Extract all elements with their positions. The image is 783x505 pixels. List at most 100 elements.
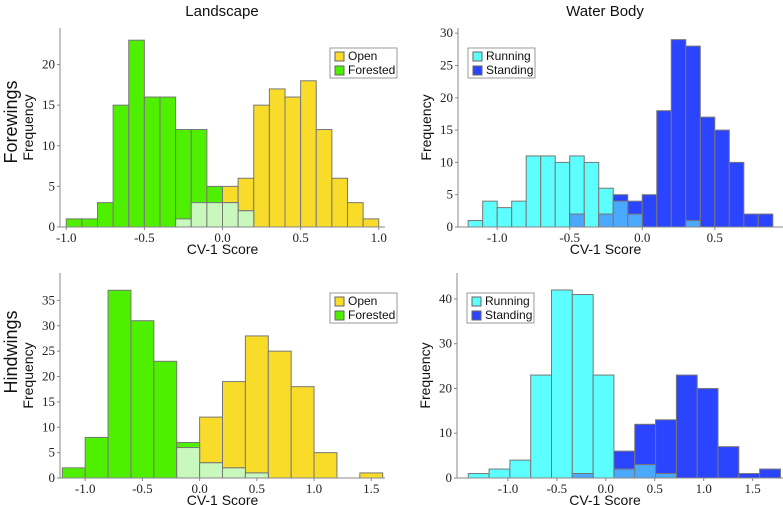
bar-running xyxy=(482,200,498,228)
y-tick-label: 25 xyxy=(440,57,453,72)
y-tick-label: 10 xyxy=(439,425,452,440)
legend-label-open: Open xyxy=(348,49,377,63)
x-tick-label: 1.0 xyxy=(306,481,322,496)
bar-overlap xyxy=(685,220,701,228)
y-tick-label: 15 xyxy=(440,122,453,137)
legend-label-forested: Forested xyxy=(348,63,395,77)
bar-standing xyxy=(757,213,774,228)
x-tick-label: -1.0 xyxy=(498,481,519,496)
y-tick-label: 0 xyxy=(49,470,56,485)
bar-overlap xyxy=(222,467,246,479)
bar-overlap xyxy=(237,210,255,228)
bar-running xyxy=(496,207,513,228)
y-tick-label: 15 xyxy=(42,394,55,409)
bar-standing xyxy=(759,468,781,479)
bar-overlap xyxy=(613,468,636,479)
bar-running xyxy=(509,459,532,479)
row-title-forewings: Forewings xyxy=(1,80,21,163)
y-tick-label: 15 xyxy=(42,97,55,112)
legend-label-forested: Forested xyxy=(348,308,395,322)
bar-standing xyxy=(743,213,759,228)
x-tick-label: 1.5 xyxy=(363,481,379,496)
x-tick-label: 1.0 xyxy=(371,230,387,245)
y-tick-label: 10 xyxy=(42,419,55,434)
bar-overlap xyxy=(627,213,643,228)
bar-standing xyxy=(714,129,730,228)
bar-forested xyxy=(97,202,114,228)
y-tick-label: 20 xyxy=(440,90,453,105)
bar-running xyxy=(488,468,511,479)
legend-label-running: Running xyxy=(485,294,530,308)
bar-overlap xyxy=(199,462,223,479)
legend-swatch-running xyxy=(471,296,482,307)
x-tick-label: 0.0 xyxy=(634,230,650,245)
bar-forested xyxy=(81,218,98,228)
bar-open xyxy=(313,452,338,479)
column-title-landscape: Landscape xyxy=(185,3,258,20)
bar-overlap xyxy=(244,472,269,479)
bar-open xyxy=(222,381,246,479)
y-tick-label: 20 xyxy=(439,380,452,395)
x-tick-label: 0.0 xyxy=(214,230,230,245)
y-tick-label: 25 xyxy=(42,343,55,358)
x-tick-label: -1.0 xyxy=(56,230,77,245)
bar-forested xyxy=(128,39,145,228)
bar-open xyxy=(331,177,348,228)
bar-standing xyxy=(717,446,740,479)
bar-running xyxy=(583,161,600,228)
x-tick-label: 0.5 xyxy=(647,481,663,496)
y-tick-label: 5 xyxy=(49,445,56,460)
bar-overlap xyxy=(206,202,223,228)
bar-open xyxy=(284,96,302,228)
legend-label-running: Running xyxy=(486,49,531,63)
bar-running xyxy=(467,473,490,479)
bar-overlap xyxy=(634,464,657,479)
panel-1: 0 5 10 15 20 -1.0 -0.5 0.0 0.5 1.0 CV-1 Score Frequ… xyxy=(20,28,398,257)
y-axis-label: Frequency xyxy=(20,94,36,160)
x-tick-label: -1.0 xyxy=(487,230,508,245)
bar-standing xyxy=(699,116,716,228)
bar-standing xyxy=(675,374,698,479)
y-tick-label: 0 xyxy=(49,219,56,234)
x-tick-label: -0.5 xyxy=(134,230,155,245)
bar-running xyxy=(540,155,556,228)
bar-running xyxy=(592,374,615,479)
x-tick-label: 0.0 xyxy=(191,481,207,496)
bar-standing xyxy=(728,161,745,228)
x-axis-label: CV-1 Score xyxy=(569,492,641,505)
x-tick-label: -0.5 xyxy=(547,481,568,496)
bar-open xyxy=(290,386,315,479)
bar-standing xyxy=(656,110,672,228)
y-tick-label: 0 xyxy=(446,470,453,485)
y-tick-label: 30 xyxy=(440,25,453,40)
y-tick-label: 30 xyxy=(42,318,55,333)
bar-overlap xyxy=(571,473,594,479)
x-tick-label: -0.5 xyxy=(559,230,580,245)
legend-swatch-standing xyxy=(472,65,483,76)
bar-standing xyxy=(655,419,677,479)
bar-open xyxy=(244,335,269,479)
panel-3: 0 5 10 15 20 25 30 35 -1.0 -0.5 0.0 0.5 1.0 1.5 CV-1 S… xyxy=(20,273,398,505)
y-tick-label: 0 xyxy=(447,219,454,234)
bar-open xyxy=(253,104,270,228)
bar-running xyxy=(511,200,527,228)
bar-forested xyxy=(84,436,109,479)
bar-open xyxy=(315,129,333,228)
bar-overlap xyxy=(176,447,201,479)
legend-swatch-open xyxy=(334,51,345,62)
x-tick-label: 0.5 xyxy=(293,230,309,245)
bar-open xyxy=(267,350,292,479)
legend-swatch-forested xyxy=(334,310,345,321)
y-tick-label: 35 xyxy=(42,292,55,307)
x-tick-label: 0.0 xyxy=(598,481,614,496)
bar-overlap xyxy=(612,200,629,228)
legend-label-standing: Standing xyxy=(486,63,533,77)
column-title-water-body: Water Body xyxy=(566,3,644,20)
x-axis-label: CV-1 Score xyxy=(187,241,259,257)
y-tick-label: 30 xyxy=(439,336,452,351)
bar-running xyxy=(554,161,571,228)
bar-forested xyxy=(61,467,86,479)
